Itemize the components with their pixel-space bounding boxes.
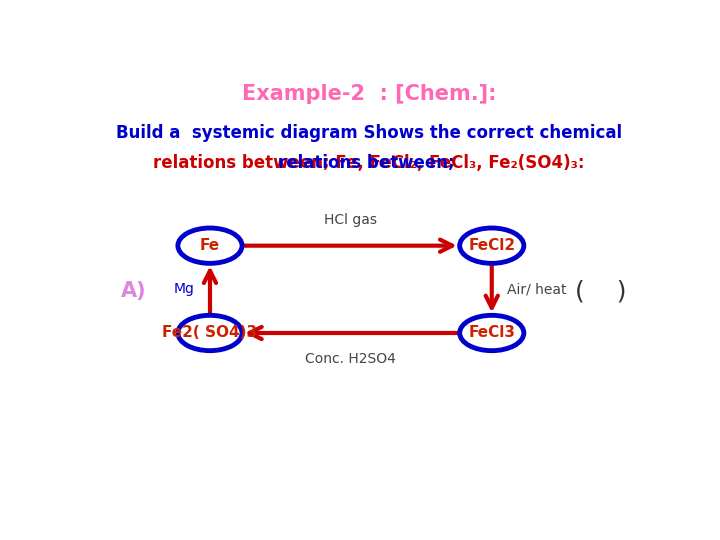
Ellipse shape bbox=[178, 315, 242, 350]
Text: Fe2( SO4)3: Fe2( SO4)3 bbox=[163, 326, 258, 341]
Text: FeCl2: FeCl2 bbox=[468, 238, 516, 253]
Text: (    ): ( ) bbox=[575, 279, 626, 303]
Text: Example-2  : [Chem.]:: Example-2 : [Chem.]: bbox=[242, 84, 496, 104]
Text: FeCl3: FeCl3 bbox=[468, 326, 516, 341]
Text: Conc. H2SO4: Conc. H2SO4 bbox=[305, 352, 396, 366]
Text: Build a  systemic diagram Shows the correct chemical: Build a systemic diagram Shows the corre… bbox=[116, 124, 622, 143]
Ellipse shape bbox=[178, 228, 242, 264]
Ellipse shape bbox=[459, 228, 524, 264]
Text: Fe: Fe bbox=[200, 238, 220, 253]
Text: A): A) bbox=[121, 281, 146, 301]
Text: HCl gas: HCl gas bbox=[325, 213, 377, 227]
Text: relations between;: relations between; bbox=[278, 153, 460, 172]
Ellipse shape bbox=[459, 315, 524, 350]
Text: Air/ heat: Air/ heat bbox=[507, 282, 567, 296]
Text: Mg: Mg bbox=[174, 282, 195, 296]
Text: relations between; Fe, FeCl₂, FeCl₃, Fe₂(SO4)₃:: relations between; Fe, FeCl₂, FeCl₃, Fe₂… bbox=[153, 153, 585, 172]
